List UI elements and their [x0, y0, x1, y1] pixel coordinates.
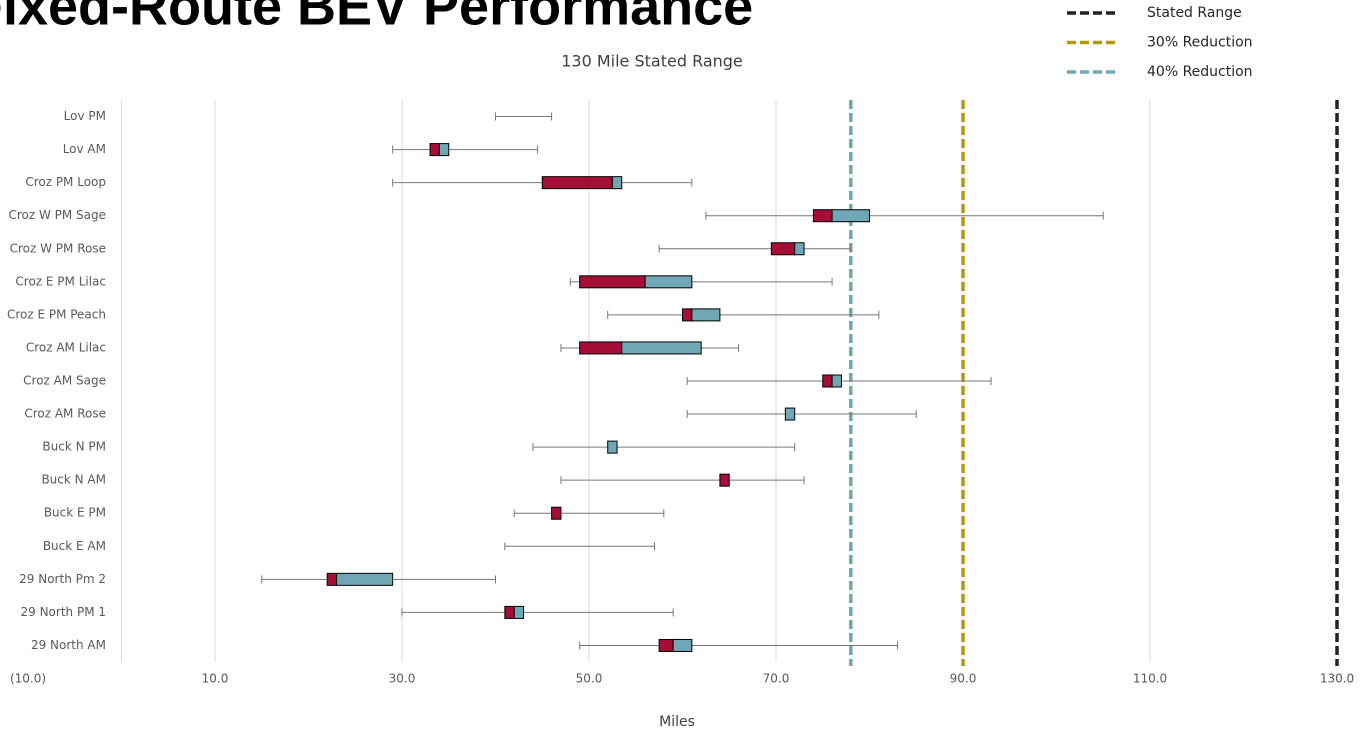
x-tick-label: 50.0	[576, 672, 603, 686]
box-upper	[644, 275, 693, 289]
box-lower	[541, 176, 613, 190]
box-lower	[551, 506, 562, 520]
box-lower	[719, 473, 730, 487]
x-tick-label: 110.0	[1133, 672, 1167, 686]
y-tick-label: Croz AM Sage	[23, 374, 106, 388]
y-tick-label: Lov PM	[64, 109, 106, 123]
y-tick-label: Buck N AM	[41, 473, 106, 487]
y-tick-label: Croz E PM Peach	[7, 307, 106, 321]
x-tick-label: 130.0	[1320, 672, 1354, 686]
y-tick-label: Buck E AM	[43, 539, 106, 553]
y-tick-label: Croz W PM Sage	[8, 208, 106, 222]
y-tick-label: Lov AM	[63, 142, 106, 156]
y-tick-label: Buck N PM	[42, 440, 106, 454]
x-tick-label: 10.0	[202, 672, 229, 686]
y-tick-label: Croz AM Rose	[24, 407, 106, 421]
box-upper	[607, 440, 618, 454]
x-tick-label: 70.0	[763, 672, 790, 686]
y-tick-label: 29 North AM	[31, 638, 106, 652]
box-upper	[794, 242, 805, 256]
y-tick-label: Croz PM Loop	[25, 175, 106, 189]
box-upper	[513, 605, 525, 619]
box-upper	[611, 176, 623, 190]
chart-title: Fixed-Route BEV Performance	[0, 0, 753, 36]
box-lower	[326, 572, 338, 586]
box-lower	[822, 374, 833, 388]
legend-label: 30% Reduction	[1147, 35, 1253, 51]
x-tick-label: (10.0)	[10, 672, 46, 686]
box-upper	[336, 572, 394, 586]
legend-label: 40% Reduction	[1147, 64, 1253, 80]
box-upper	[831, 209, 870, 223]
x-tick-label: 30.0	[389, 672, 416, 686]
box-lower	[658, 638, 674, 652]
box-lower	[579, 275, 646, 289]
box-lower	[504, 605, 515, 619]
box-upper	[621, 341, 702, 355]
chart-subtitle: 130 Mile Stated Range	[561, 52, 743, 71]
box-upper	[691, 308, 721, 322]
box-lower	[682, 308, 693, 322]
box-lower	[429, 143, 440, 157]
y-tick-label: 29 North Pm 2	[19, 572, 106, 586]
y-tick-label: 29 North PM 1	[21, 605, 107, 619]
box-lower	[579, 341, 623, 355]
y-tick-label: Buck E PM	[44, 506, 106, 520]
x-axis-label: Miles	[659, 714, 695, 730]
x-tick-label: 90.0	[950, 672, 977, 686]
box-upper	[784, 407, 796, 421]
y-tick-label: Croz E PM Lilac	[15, 274, 106, 288]
box-lower	[812, 209, 833, 223]
box-lower	[770, 242, 796, 256]
legend-label: Stated Range	[1147, 5, 1242, 21]
y-tick-label: Croz AM Lilac	[26, 340, 106, 354]
box-upper	[831, 374, 842, 388]
box-upper	[438, 143, 450, 157]
box-upper	[672, 638, 693, 652]
y-tick-label: Croz W PM Rose	[10, 241, 106, 255]
